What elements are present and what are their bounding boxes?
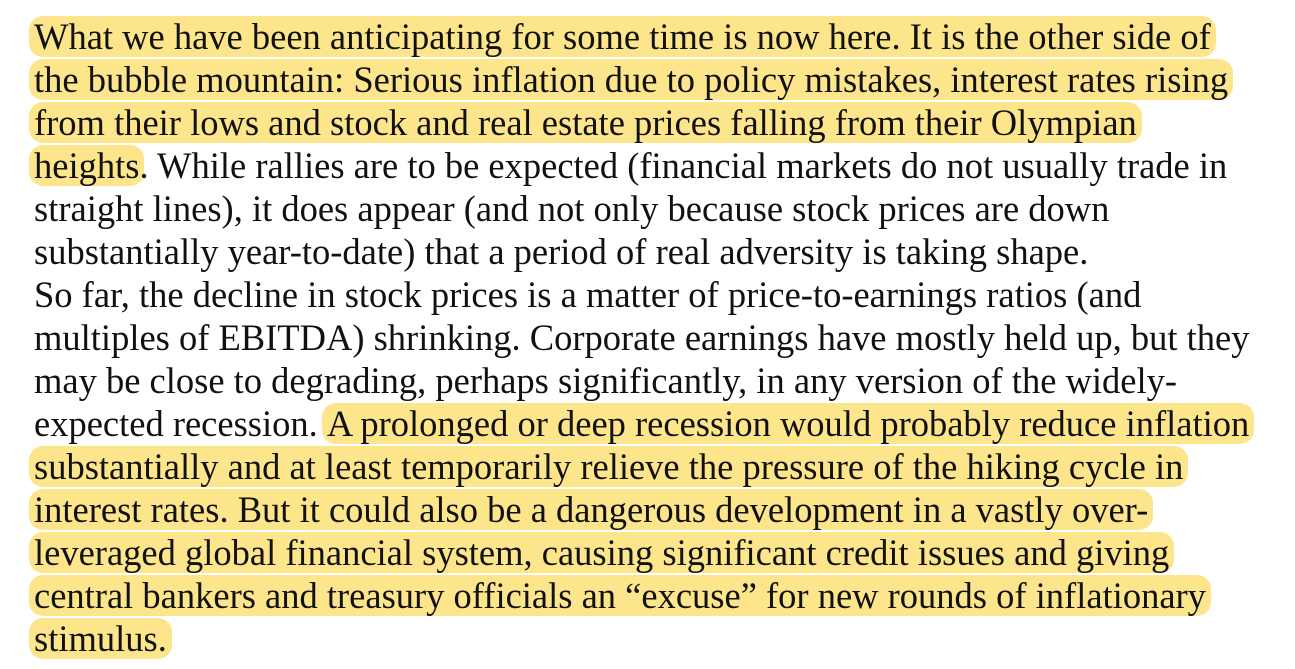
plain-text: straight lines), it does appear (and not…: [34, 188, 1110, 229]
highlighted-text: leveraged global financial system, causi…: [29, 532, 1175, 573]
text-line: interest rates. But it could also be a d…: [29, 488, 1154, 531]
text-line: substantially year-to-date) that a perio…: [34, 230, 1088, 273]
highlighted-text: substantially and at least temporarily r…: [29, 446, 1189, 487]
highlighted-text: stimulus.: [29, 618, 172, 659]
plain-text: . While rallies are to be expected (fina…: [139, 145, 1228, 186]
text-line: central bankers and treasury officials a…: [29, 574, 1211, 617]
plain-text: multiples of EBITDA) shrinking. Corporat…: [34, 317, 1250, 358]
text-line: leveraged global financial system, causi…: [29, 531, 1175, 574]
highlighted-text: interest rates. But it could also be a d…: [29, 489, 1154, 530]
text-line: stimulus.: [29, 617, 172, 660]
text-line: What we have been anticipating for some …: [29, 15, 1216, 58]
highlighted-text: central bankers and treasury officials a…: [29, 575, 1211, 616]
highlighted-text: the bubble mountain: Serious inflation d…: [29, 59, 1234, 100]
text-line: from their lows and stock and real estat…: [29, 101, 1142, 144]
plain-text: may be close to degrading, perhaps signi…: [34, 360, 1178, 401]
text-line: the bubble mountain: Serious inflation d…: [29, 58, 1234, 101]
plain-text: substantially year-to-date) that a perio…: [34, 231, 1089, 272]
highlighted-text: What we have been anticipating for some …: [29, 16, 1216, 57]
highlighted-text: heights: [29, 145, 145, 186]
plain-text: expected recession.: [34, 403, 327, 444]
highlighted-text: from their lows and stock and real estat…: [29, 102, 1142, 143]
text-line: may be close to degrading, perhaps signi…: [34, 359, 1177, 402]
plain-text: So far, the decline in stock prices is a…: [34, 274, 1142, 315]
text-line: So far, the decline in stock prices is a…: [34, 273, 1141, 316]
text-line: straight lines), it does appear (and not…: [34, 187, 1109, 230]
text-line: multiples of EBITDA) shrinking. Corporat…: [34, 316, 1249, 359]
text-line: substantially and at least temporarily r…: [29, 445, 1189, 488]
text-line: heights. While rallies are to be expecte…: [29, 144, 1228, 187]
highlighted-text: A prolonged or deep recession would prob…: [321, 403, 1255, 444]
text-line: expected recession. A prolonged or deep …: [34, 402, 1255, 445]
